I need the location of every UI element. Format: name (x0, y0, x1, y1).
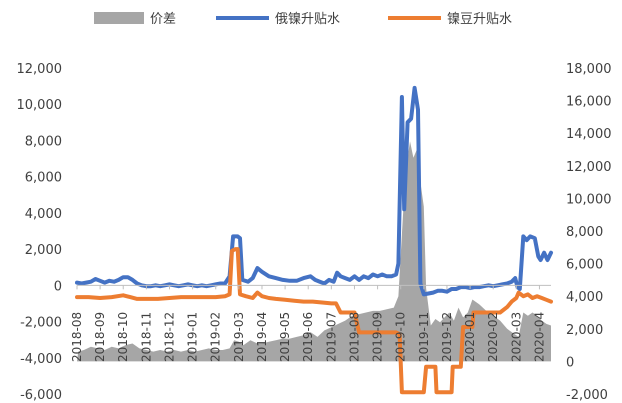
left-tick-label: 6,000 (25, 171, 62, 186)
right-tick-label: 18,000 (566, 62, 612, 77)
x-tick-label: 2019-10 (394, 312, 408, 362)
x-tick-label: 2019-01 (186, 312, 200, 362)
series-area-spread (77, 141, 551, 362)
legend-label-russia: 俄镍升贴水 (275, 12, 340, 27)
x-tick-label: 2019-04 (255, 312, 269, 362)
x-tick-label: 2019-07 (324, 312, 338, 362)
x-tick-label: 2018-09 (93, 312, 107, 362)
left-tick-label: 12,000 (17, 62, 63, 77)
right-tick-label: 8,000 (566, 225, 603, 240)
left-tick-label: -2,000 (20, 316, 62, 331)
plot-area (75, 85, 553, 395)
left-tick-label: 8,000 (25, 134, 62, 149)
left-tick-label: 0 (54, 279, 62, 294)
right-tick-label: 0 (566, 355, 574, 370)
x-tick-label: 2020-03 (509, 312, 523, 362)
right-tick-label: 16,000 (566, 95, 612, 110)
right-tick-label: 10,000 (566, 192, 612, 207)
x-tick-label: 2019-03 (232, 312, 246, 362)
x-tick-label: 2020-04 (532, 312, 546, 362)
series-line-russia (75, 85, 553, 297)
right-tick-label: -2,000 (566, 388, 608, 403)
x-tick-label: 2019-05 (278, 312, 292, 362)
x-tick-label: 2020-02 (486, 312, 500, 362)
x-tick-label: 2019-02 (209, 312, 223, 362)
x-tick-label: 2019-11 (417, 312, 431, 362)
x-tick-label: 2019-09 (371, 312, 385, 362)
legend: 价差 俄镍升贴水 镍豆升贴水 (94, 12, 512, 27)
x-tick-label: 2018-12 (162, 312, 176, 362)
series-line-bean (75, 247, 553, 395)
left-tick-label: -6,000 (20, 388, 62, 403)
left-tick-label: 2,000 (25, 243, 62, 258)
x-tick-label: 2019-12 (440, 312, 454, 362)
right-tick-label: 14,000 (566, 127, 612, 142)
right-tick-label: 4,000 (566, 290, 603, 305)
legend-label-bean: 镍豆升贴水 (447, 12, 512, 27)
right-tick-label: 12,000 (566, 160, 612, 175)
legend-label-spread: 价差 (150, 12, 176, 27)
right-tick-label: 6,000 (566, 258, 603, 273)
x-tick-label: 2018-11 (139, 312, 153, 362)
x-tick-label: 2018-08 (70, 312, 84, 362)
left-axis: -6,000 -4,000 -2,000 0 2,000 4,000 6,000 8,000 1… (17, 62, 63, 403)
x-axis: 2018-08 2018-09 2018-10 2018-11 2018-12 2019-… (70, 284, 551, 362)
x-tick-label: 2019-06 (301, 312, 315, 362)
right-tick-label: 2,000 (566, 323, 603, 338)
left-tick-label: 10,000 (17, 98, 63, 113)
x-tick-label: 2019-08 (347, 312, 361, 362)
left-tick-label: 4,000 (25, 207, 62, 222)
x-tick-label: 2020-01 (463, 312, 477, 362)
right-axis: -2,000 0 2,000 4,000 6,000 8,000 10,000 12,000 1… (566, 62, 612, 403)
left-tick-label: -4,000 (20, 352, 62, 367)
legend-swatch-spread (94, 12, 144, 24)
x-tick-label: 2018-10 (116, 312, 130, 362)
